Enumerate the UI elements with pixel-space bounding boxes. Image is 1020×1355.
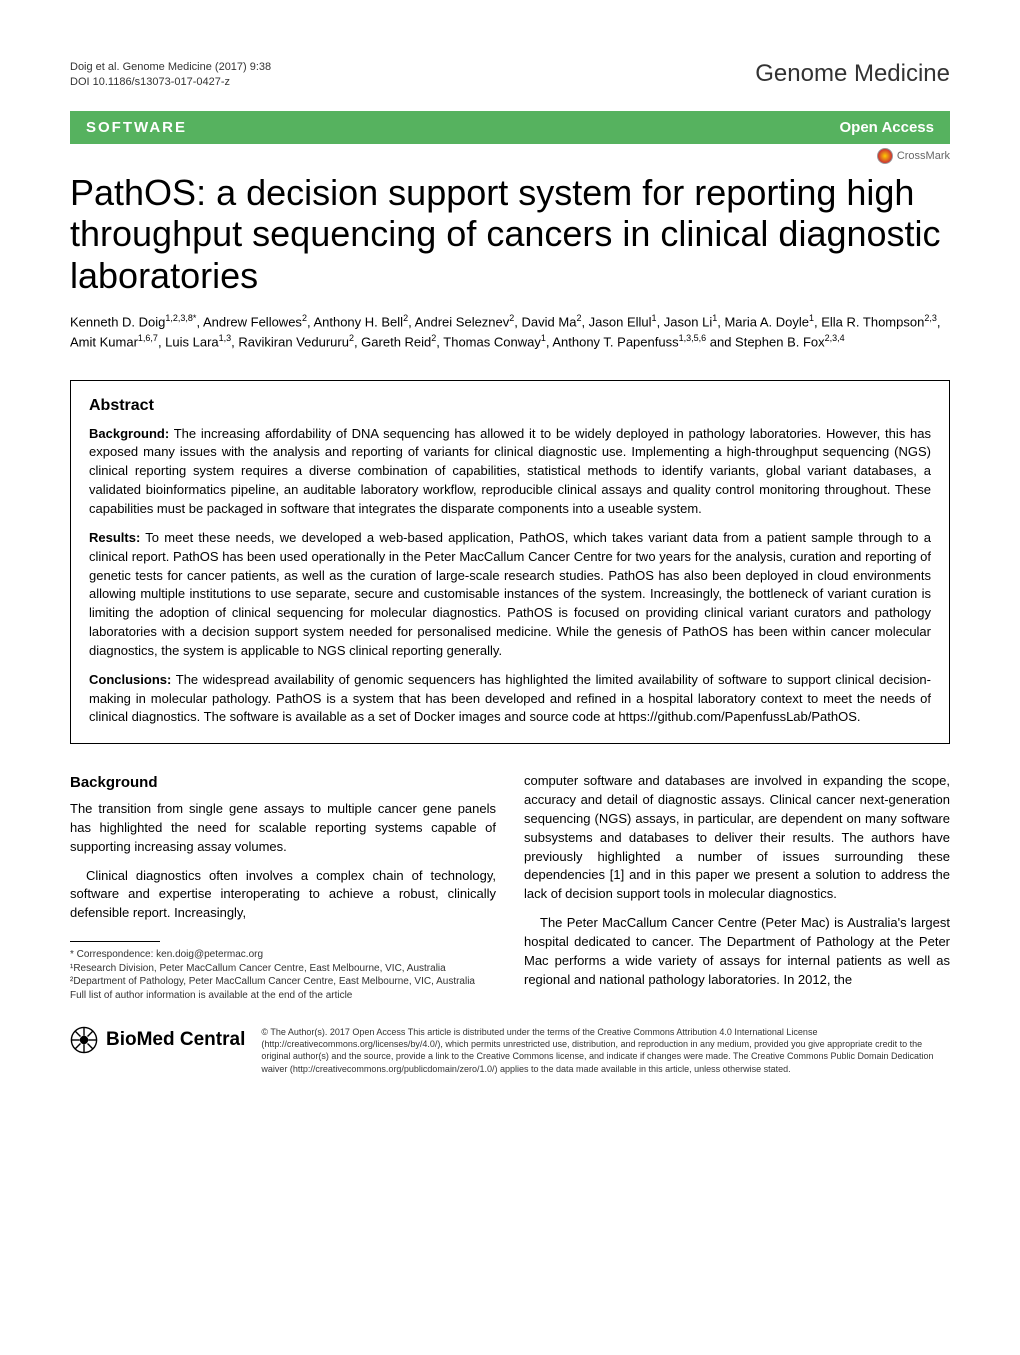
abstract-results-text: To meet these needs, we developed a web-… bbox=[89, 530, 931, 658]
full-author-list-note: Full list of author information is avail… bbox=[70, 989, 496, 1003]
license-text: © The Author(s). 2017 Open Access This a… bbox=[261, 1026, 950, 1075]
article-type-banner: SOFTWARE Open Access bbox=[70, 111, 950, 144]
header-row: Doig et al. Genome Medicine (2017) 9:38 … bbox=[70, 60, 950, 91]
abstract-conclusions: Conclusions: The widespread availability… bbox=[89, 671, 931, 728]
abstract-background: Background: The increasing affordability… bbox=[89, 425, 931, 519]
article-type-label: SOFTWARE bbox=[86, 119, 187, 136]
citation-line-2: DOI 10.1186/s13073-017-0427-z bbox=[70, 75, 271, 90]
citation-line-1: Doig et al. Genome Medicine (2017) 9:38 bbox=[70, 60, 271, 75]
background-p2: Clinical diagnostics often involves a co… bbox=[70, 867, 496, 924]
right-p2: The Peter MacCallum Cancer Centre (Peter… bbox=[524, 914, 950, 989]
article-title: PathOS: a decision support system for re… bbox=[70, 172, 950, 296]
abstract-conclusions-text: The widespread availability of genomic s… bbox=[89, 672, 931, 725]
abstract-background-text: The increasing affordability of DNA sequ… bbox=[89, 426, 931, 516]
background-p1: The transition from single gene assays t… bbox=[70, 800, 496, 857]
crossmark-label: CrossMark bbox=[897, 150, 950, 162]
journal-name: Genome Medicine bbox=[755, 60, 950, 88]
crossmark-icon bbox=[877, 148, 893, 164]
abstract-results: Results: To meet these needs, we develop… bbox=[89, 529, 931, 661]
affiliation-1: ¹Research Division, Peter MacCallum Canc… bbox=[70, 962, 496, 976]
left-column: Background The transition from single ge… bbox=[70, 772, 496, 1002]
crossmark-row: CrossMark bbox=[70, 148, 950, 164]
biomed-central-icon bbox=[70, 1026, 98, 1054]
abstract-results-label: Results: bbox=[89, 530, 140, 545]
right-column: computer software and databases are invo… bbox=[524, 772, 950, 1002]
open-access-label: Open Access bbox=[840, 119, 935, 136]
crossmark-badge[interactable]: CrossMark bbox=[877, 148, 950, 164]
abstract-heading: Abstract bbox=[89, 397, 931, 415]
abstract-box: Abstract Background: The increasing affo… bbox=[70, 380, 950, 745]
footnotes: * Correspondence: ken.doig@petermac.org … bbox=[70, 948, 496, 1002]
body-columns: Background The transition from single ge… bbox=[70, 772, 950, 1002]
page-container: Doig et al. Genome Medicine (2017) 9:38 … bbox=[0, 0, 1020, 1115]
citation-info: Doig et al. Genome Medicine (2017) 9:38 … bbox=[70, 60, 271, 91]
abstract-background-label: Background: bbox=[89, 426, 169, 441]
abstract-conclusions-label: Conclusions: bbox=[89, 672, 171, 687]
authors-list: Kenneth D. Doig1,2,3,8*, Andrew Fellowes… bbox=[70, 312, 950, 352]
footnote-divider bbox=[70, 941, 160, 942]
biomed-central-text: BioMed Central bbox=[106, 1029, 245, 1051]
affiliation-2: ²Department of Pathology, Peter MacCallu… bbox=[70, 975, 496, 989]
right-p1: computer software and databases are invo… bbox=[524, 772, 950, 904]
footer-row: BioMed Central © The Author(s). 2017 Ope… bbox=[70, 1026, 950, 1075]
biomed-central-logo: BioMed Central bbox=[70, 1026, 245, 1054]
background-heading: Background bbox=[70, 772, 496, 794]
correspondence-line: * Correspondence: ken.doig@petermac.org bbox=[70, 948, 496, 962]
